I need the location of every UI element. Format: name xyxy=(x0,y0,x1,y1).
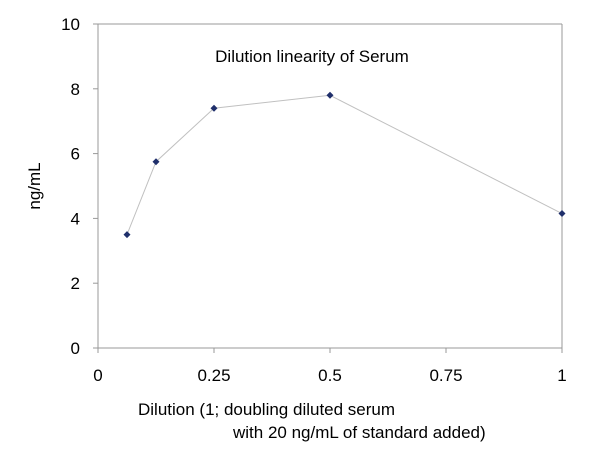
y-tick-label: 10 xyxy=(61,15,80,34)
chart-title: Dilution linearity of Serum xyxy=(215,47,409,66)
x-tick-label: 0 xyxy=(93,366,102,385)
y-axis-title: ng/mL xyxy=(25,162,44,209)
y-tick-label: 6 xyxy=(71,145,80,164)
series-line xyxy=(126,94,563,235)
y-tick-label: 4 xyxy=(71,209,80,228)
axes xyxy=(93,23,563,353)
x-axis-title-line-1: Dilution (1; doubling diluted serum xyxy=(138,400,395,419)
data-point xyxy=(558,210,566,218)
data-point xyxy=(210,104,218,112)
y-tick-labels: 0 2 4 6 8 10 xyxy=(61,15,80,358)
data-point xyxy=(123,231,131,239)
x-tick-label: 0.25 xyxy=(197,366,230,385)
y-tick-label: 0 xyxy=(71,339,80,358)
y-tick-label: 8 xyxy=(71,80,80,99)
y-tick-label: 2 xyxy=(71,274,80,293)
data-point xyxy=(152,158,160,166)
series-layer xyxy=(123,91,566,239)
x-tick-label: 1 xyxy=(557,366,566,385)
x-axis-title-line-2: with 20 ng/mL of standard added) xyxy=(232,423,486,442)
data-point xyxy=(326,91,334,99)
x-tick-labels: 0 0.25 0.5 0.75 1 xyxy=(93,366,566,385)
x-tick-label: 0.75 xyxy=(429,366,462,385)
x-tick-label: 0.5 xyxy=(318,366,342,385)
